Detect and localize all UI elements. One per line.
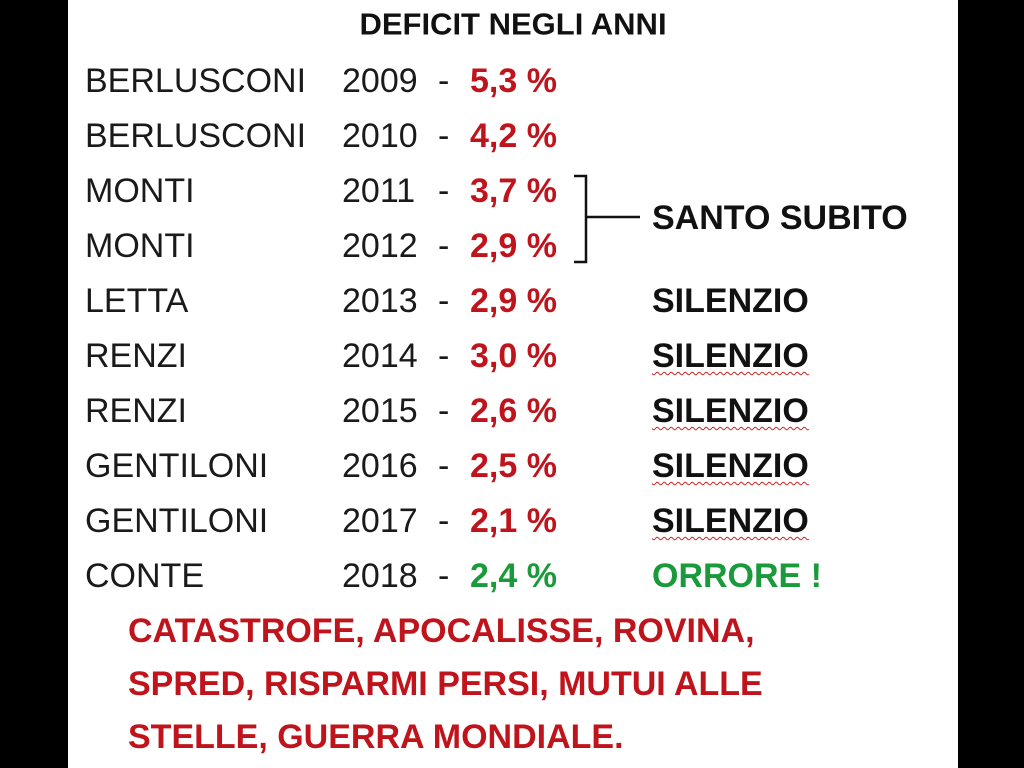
row-year: 2009 — [342, 62, 418, 100]
row-name: GENTILONI — [85, 502, 269, 540]
row-comment: SILENZIO — [652, 447, 809, 485]
row-name: MONTI — [85, 172, 195, 210]
row-year: 2018 — [342, 557, 418, 595]
row-separator: - — [438, 62, 450, 100]
row-value: 5,3 % — [470, 62, 557, 100]
bracket-line — [574, 174, 640, 264]
title: DEFICIT NEGLI ANNI — [359, 6, 667, 42]
row-comment: SILENZIO — [652, 502, 809, 540]
row-name: LETTA — [85, 282, 189, 320]
row-year: 2013 — [342, 282, 418, 320]
row-separator: - — [438, 172, 450, 210]
row-value: 2,6 % — [470, 392, 557, 430]
row-value: 2,9 % — [470, 227, 557, 265]
row-value: 2,9 % — [470, 282, 557, 320]
row-comment: SILENZIO — [652, 282, 809, 320]
footer-line: SPRED, RISPARMI PERSI, MUTUI ALLE — [128, 665, 763, 703]
row-comment: SILENZIO — [652, 392, 809, 430]
row-year: 2011 — [342, 172, 416, 210]
row-value: 3,0 % — [470, 337, 557, 375]
row-separator: - — [438, 227, 450, 265]
row-name: CONTE — [85, 557, 204, 595]
row-year: 2014 — [342, 337, 418, 375]
footer-line: CATASTROFE, APOCALISSE, ROVINA, — [128, 612, 755, 650]
bracket-label: SANTO SUBITO — [652, 199, 908, 237]
row-separator: - — [438, 447, 450, 485]
row-name: GENTILONI — [85, 447, 269, 485]
row-name: BERLUSCONI — [85, 117, 307, 155]
sheet: DEFICIT NEGLI ANNI SANTO SUBITO BERLUSCO… — [68, 0, 958, 768]
row-separator: - — [438, 117, 450, 155]
row-name: BERLUSCONI — [85, 62, 307, 100]
row-year: 2017 — [342, 502, 418, 540]
row-separator: - — [438, 392, 450, 430]
row-name: RENZI — [85, 392, 187, 430]
row-value: 2,5 % — [470, 447, 557, 485]
footer-line: STELLE, GUERRA MONDIALE. — [128, 718, 624, 756]
row-comment: SILENZIO — [652, 337, 809, 375]
row-separator: - — [438, 502, 450, 540]
row-separator: - — [438, 557, 450, 595]
row-year: 2015 — [342, 392, 418, 430]
row-value: 2,1 % — [470, 502, 557, 540]
row-year: 2010 — [342, 117, 418, 155]
row-separator: - — [438, 282, 450, 320]
row-comment: ORRORE ! — [652, 557, 822, 595]
row-value: 4,2 % — [470, 117, 557, 155]
row-name: RENZI — [85, 337, 187, 375]
row-value: 2,4 % — [470, 557, 557, 595]
row-name: MONTI — [85, 227, 195, 265]
row-year: 2016 — [342, 447, 418, 485]
row-year: 2012 — [342, 227, 418, 265]
row-separator: - — [438, 337, 450, 375]
bracket — [574, 174, 640, 264]
row-value: 3,7 % — [470, 172, 557, 210]
